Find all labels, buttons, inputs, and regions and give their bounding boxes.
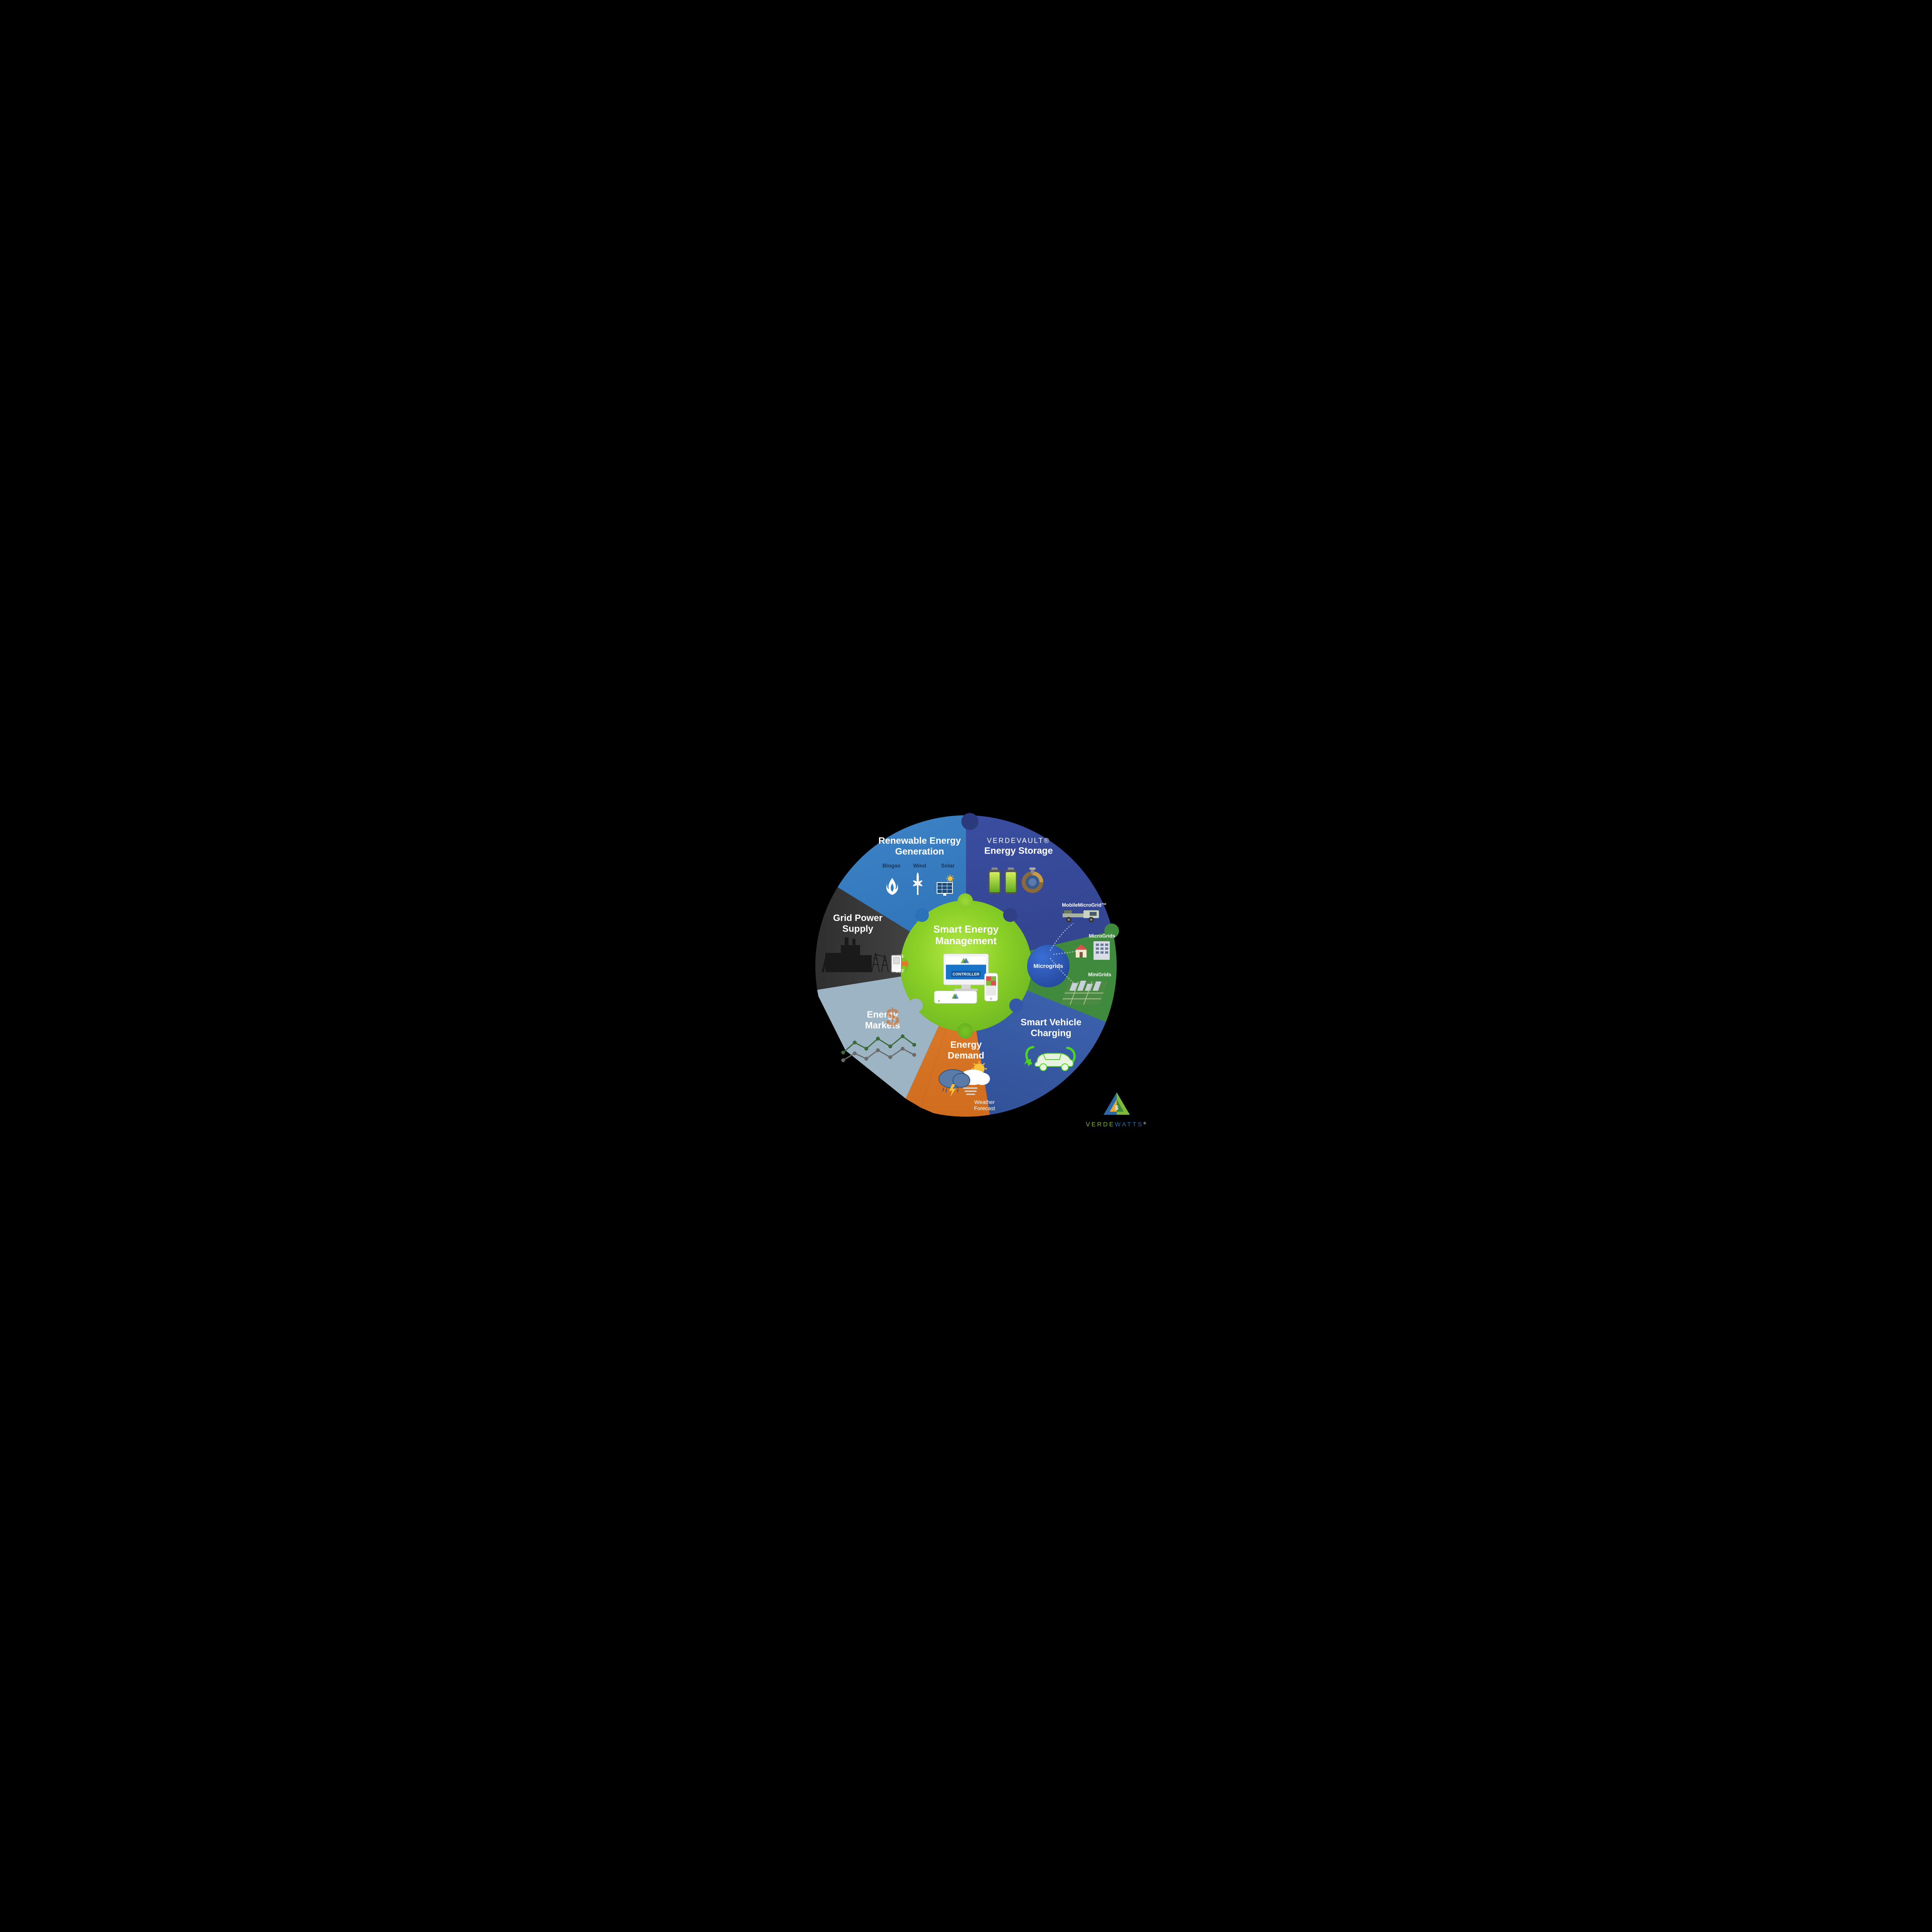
segment-grid-title: Grid Power Supply (827, 913, 889, 934)
segment-vehicle-title: Smart Vehicle Charging (1009, 1017, 1094, 1038)
infographic-canvas: Smart Energy Management CONTROLLER (773, 800, 1159, 1132)
dollar-sign-icon: $ (881, 1002, 904, 1033)
segment-storage-header: VERDEVAULT® Energy Storage (972, 835, 1065, 856)
flame-icon (884, 876, 900, 896)
segment-demand-title: Energy Demand (935, 1039, 997, 1061)
factory-silhouette-icon (818, 934, 891, 976)
hub-notch (957, 1023, 973, 1039)
renewable-icons (884, 872, 955, 896)
renewable-sub-solar: Solar (941, 862, 954, 869)
hub-notch-in (1003, 908, 1017, 922)
storage-icons (988, 867, 1045, 895)
controller-illustration: CONTROLLER (927, 952, 1005, 1006)
cloud-sun-storm-icon (934, 1060, 996, 1098)
brand-triangle-icon: $ (1101, 1091, 1132, 1118)
microgrid-sub-mobile: MobileMicroGrid™ (1062, 902, 1107, 908)
battery-icon (1004, 867, 1018, 895)
microgrid-sub-micro: MicroGrids (1089, 933, 1116, 939)
center-title: Smart Energy Management (908, 924, 1024, 947)
microgrid-connectors (1027, 920, 1081, 997)
hub-notch-in (915, 908, 929, 922)
demand-sub-weather: Weather Forecast (969, 1099, 1000, 1111)
line-chart-icon (841, 1033, 918, 1068)
center-content: Smart Energy Management CONTROLLER (908, 924, 1024, 1009)
brand-logo: $ VERDEWATTS® (1086, 1091, 1148, 1128)
storage-brand: VERDEVAULT® (987, 837, 1050, 844)
solar-panel-icon (935, 875, 955, 896)
segment-renewable-title: Renewable Energy Generation (869, 835, 970, 857)
motor-cutaway-icon (1020, 867, 1045, 895)
switch-off-label: OFF (891, 968, 909, 974)
storage-title: Energy Storage (984, 845, 1053, 856)
svg-text:$: $ (886, 1003, 900, 1031)
wind-turbine-icon (907, 872, 929, 896)
renewable-sub-wind: Wind (913, 862, 926, 869)
svg-text:$: $ (1115, 1105, 1119, 1111)
ev-car-icon (1022, 1039, 1080, 1078)
hub-notch (957, 893, 973, 909)
grid-switch-assembly: ON OFF (891, 954, 909, 974)
battery-icon (988, 867, 1002, 895)
brand-name: VERDEWATTS® (1086, 1121, 1148, 1128)
microgrid-sub-mini: MiniGrids (1088, 972, 1111, 978)
puzzle-notch (961, 813, 978, 830)
renewable-sub-biogas: Biogas (883, 862, 901, 869)
controller-label: CONTROLLER (952, 972, 980, 976)
